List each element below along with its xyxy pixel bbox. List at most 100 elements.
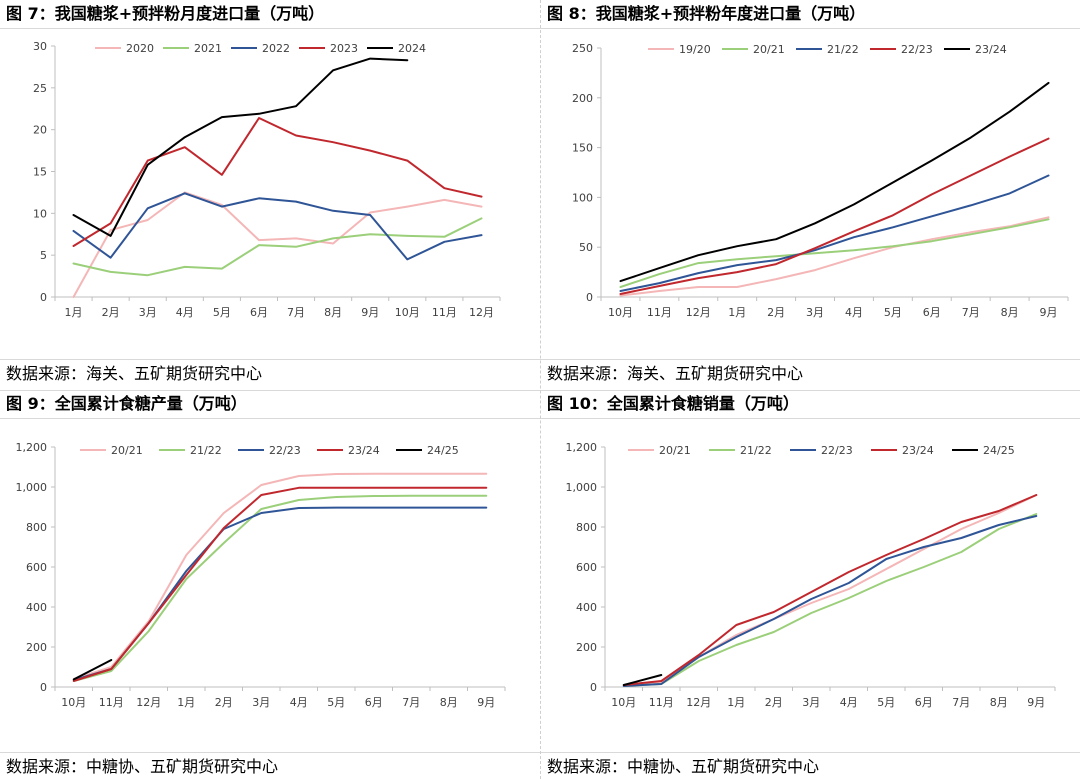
x-tick-label: 9月	[1027, 696, 1045, 709]
x-tick-label: 5月	[877, 696, 895, 709]
y-tick-label: 0	[40, 291, 47, 304]
y-tick-label: 50	[579, 241, 593, 254]
series-line-23-24	[622, 494, 1038, 686]
chart-svg-fig7: 0 5 10 15 20 25 30 1月 2月 3月 4月 5月 6月 7月 8月 9月 10月 11月 12月 2…	[33, 40, 501, 319]
y-tick-label: 5	[40, 249, 47, 262]
legend-label: 22/23	[269, 444, 301, 457]
x-tick-label: 10月	[61, 696, 86, 709]
x-tick-label: 9月	[1040, 306, 1058, 319]
legend-label: 20/21	[111, 444, 143, 457]
legend-label: 20/21	[659, 444, 691, 457]
divider-center	[540, 0, 541, 779]
legend-label: 22/23	[901, 43, 933, 56]
x-tick-label: 10月	[611, 696, 636, 709]
x-tick-label: 8月	[1001, 306, 1019, 319]
legend-label: 23/24	[348, 444, 380, 457]
x-tick-label: 10月	[608, 306, 633, 319]
legend-label: 2020	[126, 42, 154, 55]
x-tick-label: 6月	[365, 696, 383, 709]
series-line-2021	[72, 217, 483, 277]
chart-title-fig10: 图 10：全国累计食糖销量（万吨）	[547, 394, 799, 413]
legend-label: 2024	[398, 42, 426, 55]
y-tick-label: 15	[33, 166, 47, 179]
plot-group: 0 200 400 600 800 1,000 1,200 10月 11月 12月 1月 2月 3月 4月…	[16, 441, 506, 709]
chart-panel-fig8: 0 50 100 150 200 250 10月 11月 12月 1月 2月 3月 4月 5月 6月 7月 8月…	[541, 0, 1080, 389]
legend-label: 2021	[194, 42, 222, 55]
x-tick-label: 2月	[765, 696, 783, 709]
series-line-23-24	[72, 486, 488, 682]
series-line-20-21	[619, 218, 1050, 288]
series-line-19-20	[619, 216, 1050, 297]
series-line-21-22	[619, 174, 1050, 292]
legend-label: 21/22	[740, 444, 772, 457]
chart-source-fig8: 数据来源：海关、五矿期货研究中心	[547, 364, 804, 383]
x-tick-label: 7月	[402, 696, 420, 709]
x-tick-label: 2月	[102, 306, 120, 319]
series-line-24-25	[72, 659, 113, 681]
chart-source-fig10: 数据来源：中糖协、五矿期货研究中心	[547, 757, 820, 776]
chart-svg-fig10: 0 200 400 600 800 1,000 1,200 10月 11月 12月 1月 2月 3月 4月…	[566, 441, 1056, 709]
series-line-20-21	[72, 472, 488, 680]
x-tick-label: 11月	[99, 696, 124, 709]
plot-group: 0 5 10 15 20 25 30 1月 2月 3月 4月 5月 6月 7月 8月 9月 10月 11月 12月 2…	[33, 40, 501, 319]
series-line-23-24	[619, 81, 1050, 283]
y-tick-label: 1,200	[16, 441, 48, 454]
x-tick-label: 2月	[767, 306, 785, 319]
x-tick-label: 12月	[686, 306, 711, 319]
legend-label: 21/22	[827, 43, 859, 56]
x-tick-label: 4月	[290, 696, 308, 709]
legend-label: 24/25	[983, 444, 1015, 457]
y-tick-label: 0	[40, 681, 47, 694]
x-tick-label: 7月	[287, 306, 305, 319]
series-line-22-23	[72, 506, 488, 681]
legend-label: 24/25	[427, 444, 459, 457]
series-line-2020	[72, 191, 483, 298]
chart-source-fig9: 数据来源：中糖协、五矿期货研究中心	[6, 757, 279, 776]
series-line-24-25	[622, 674, 663, 686]
chart-panel-fig9: 0 200 400 600 800 1,000 1,200 10月 11月 12月 1月 2月 3月 4月…	[0, 390, 540, 779]
x-tick-label: 1月	[177, 696, 195, 709]
legend-label: 22/23	[821, 444, 853, 457]
y-tick-label: 0	[590, 681, 597, 694]
y-tick-label: 1,000	[566, 481, 598, 494]
x-tick-label: 5月	[327, 696, 345, 709]
y-tick-label: 30	[33, 40, 47, 53]
chart-title-fig7: 图 7：我国糖浆+预拌粉月度进口量（万吨）	[6, 4, 325, 23]
series-line-2023	[72, 117, 483, 247]
y-tick-label: 20	[33, 124, 47, 137]
series-line-22-23	[622, 515, 1038, 687]
chart-panel-fig7: 0 5 10 15 20 25 30 1月 2月 3月 4月 5月 6月 7月 8月 9月 10月 11月 12月 2…	[0, 0, 540, 389]
x-tick-label: 9月	[361, 306, 379, 319]
x-tick-label: 2月	[215, 696, 233, 709]
chart-title-fig9: 图 9：全国累计食糖产量（万吨）	[6, 394, 247, 413]
y-tick-label: 1,000	[16, 481, 48, 494]
y-tick-label: 600	[576, 561, 597, 574]
x-tick-label: 11月	[649, 696, 674, 709]
chart-svg-fig9: 0 200 400 600 800 1,000 1,200 10月 11月 12月 1月 2月 3月 4月…	[16, 441, 506, 709]
y-tick-label: 150	[572, 142, 593, 155]
x-tick-label: 9月	[477, 696, 495, 709]
x-tick-label: 5月	[213, 306, 231, 319]
chart-svg-fig8: 0 50 100 150 200 250 10月 11月 12月 1月 2月 3月 4月 5月 6月 7月 8月…	[572, 42, 1069, 319]
series-line-2022	[72, 192, 483, 261]
y-tick-label: 25	[33, 82, 47, 95]
legend-label: 20/21	[753, 43, 785, 56]
y-tick-label: 100	[572, 191, 593, 204]
series-line-22-23	[619, 137, 1050, 295]
x-tick-label: 11月	[647, 306, 672, 319]
y-tick-label: 400	[576, 601, 597, 614]
x-tick-label: 6月	[923, 306, 941, 319]
x-tick-label: 6月	[915, 696, 933, 709]
chart-source-fig7: 数据来源：海关、五矿期货研究中心	[6, 364, 263, 383]
x-tick-label: 7月	[952, 696, 970, 709]
x-tick-label: 12月	[469, 306, 494, 319]
series-line-21-22	[72, 494, 488, 682]
legend-label: 2022	[262, 42, 290, 55]
x-tick-label: 11月	[432, 306, 457, 319]
x-tick-label: 4月	[840, 696, 858, 709]
chart-title-fig8: 图 8：我国糖浆+预拌粉年度进口量（万吨）	[547, 4, 866, 23]
y-tick-label: 200	[26, 641, 47, 654]
y-tick-label: 200	[572, 92, 593, 105]
x-tick-label: 4月	[845, 306, 863, 319]
chart-panel-fig10: 0 200 400 600 800 1,000 1,200 10月 11月 12月 1月 2月 3月 4月…	[541, 390, 1080, 779]
